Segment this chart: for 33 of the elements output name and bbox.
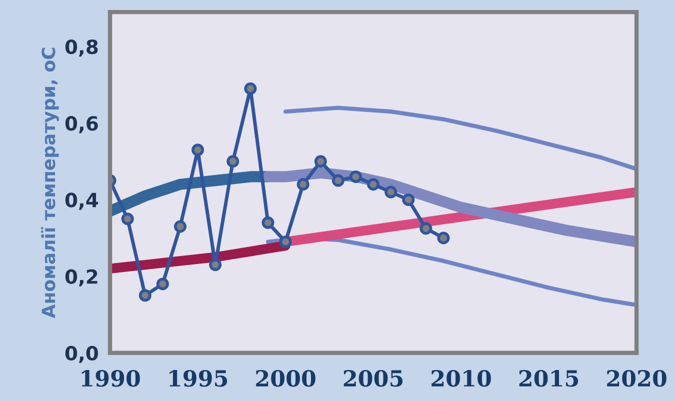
point: [209, 258, 222, 272]
y-tick-label: 0,4: [65, 192, 98, 210]
point: [332, 174, 344, 187]
x-tick-label: 2015: [519, 370, 578, 387]
point: [437, 232, 450, 244]
point: [156, 278, 169, 290]
point: [384, 186, 398, 198]
y-tick-label: 0,6: [65, 116, 98, 134]
point: [296, 178, 310, 191]
point: [349, 170, 362, 183]
line-series: [283, 106, 637, 172]
point: [244, 82, 257, 95]
point: [262, 216, 274, 229]
point: [279, 236, 292, 248]
x-tick-label: 1995: [170, 370, 228, 387]
point: [420, 222, 432, 235]
x-tick-label: 2020: [607, 370, 666, 387]
point: [226, 155, 240, 168]
y-tick-label: 0,0: [65, 346, 98, 364]
y-tick-label: 0,2: [65, 269, 98, 286]
point: [174, 220, 186, 233]
y-tick-label: 0,8: [65, 39, 98, 57]
point: [402, 193, 415, 206]
y-axis-title: Аномалії температури, оС: [41, 48, 59, 318]
x-tick-label: 2010: [432, 370, 491, 387]
point: [367, 178, 380, 191]
x-tick-label: 2005: [344, 370, 403, 387]
point: [121, 212, 134, 226]
point: [138, 289, 152, 302]
x-tick-label: 1990: [82, 370, 140, 387]
x-tick-label: 2000: [256, 370, 316, 387]
point: [314, 155, 327, 168]
point: [192, 144, 204, 156]
